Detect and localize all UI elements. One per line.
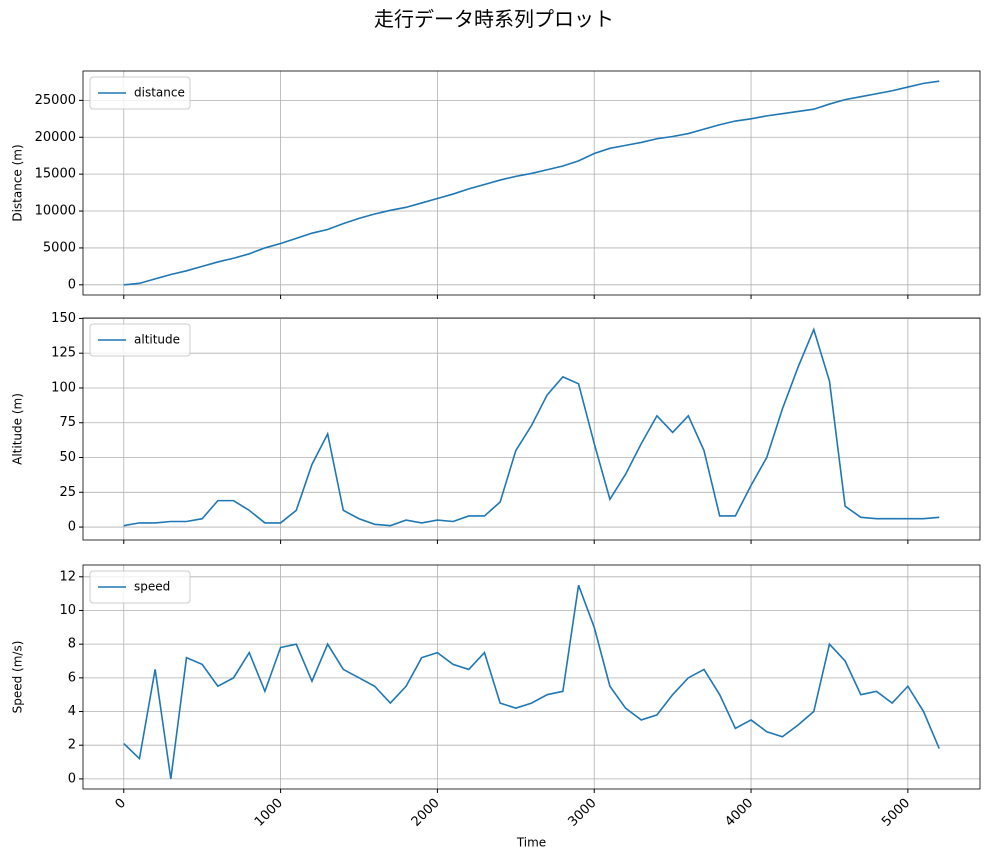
y-tick-label: 20000 xyxy=(35,130,76,145)
y-axis-label: Distance (m) xyxy=(11,144,25,221)
x-tick-label: 4000 xyxy=(722,796,756,830)
x-tick-label: 2000 xyxy=(409,796,443,830)
y-tick-label: 100 xyxy=(51,380,76,395)
legend-box xyxy=(89,76,191,110)
data-line xyxy=(123,80,940,286)
y-tick-label: 0 xyxy=(68,520,76,535)
y-tick-label: 75 xyxy=(59,415,76,430)
x-tick-label: 0 xyxy=(113,796,129,812)
y-tick-label: 25 xyxy=(59,485,76,500)
y-tick-label: 12 xyxy=(59,569,76,584)
y-tick-label: 6 xyxy=(68,670,76,685)
y-tick-label: 5000 xyxy=(43,240,76,255)
x-tick-label: 3000 xyxy=(566,796,600,830)
y-tick-label: 25000 xyxy=(35,93,76,108)
x-tick-label: 1000 xyxy=(252,796,286,830)
legend-label: speed xyxy=(134,580,170,594)
y-tick-label: 8 xyxy=(68,637,76,652)
y-tick-label: 4 xyxy=(68,704,76,719)
x-tick-label: 5000 xyxy=(879,796,913,830)
y-tick-label: 0 xyxy=(68,277,76,292)
legend-label: altitude xyxy=(134,333,180,347)
data-line xyxy=(123,327,940,527)
y-tick-label: 150 xyxy=(51,311,76,326)
y-tick-label: 10000 xyxy=(35,204,76,219)
y-tick-label: 15000 xyxy=(35,167,76,182)
y-tick-label: 50 xyxy=(59,450,76,465)
y-tick-label: 2 xyxy=(68,738,76,753)
axes-frame xyxy=(82,564,981,790)
legend-label: distance xyxy=(134,86,185,100)
axes-frame xyxy=(82,317,981,541)
x-axis-label: Time xyxy=(516,836,546,850)
figure-title: 走行データ時系列プロット xyxy=(374,7,614,31)
data-line xyxy=(123,584,940,780)
y-axis-label: Altitude (m) xyxy=(11,393,25,465)
y-tick-label: 125 xyxy=(51,346,76,361)
y-axis-label: Speed (m/s) xyxy=(11,641,25,714)
y-tick-label: 10 xyxy=(59,603,76,618)
legend-box xyxy=(89,323,191,357)
y-tick-label: 0 xyxy=(68,771,76,786)
axes-frame xyxy=(82,70,981,296)
legend-box xyxy=(89,570,191,604)
